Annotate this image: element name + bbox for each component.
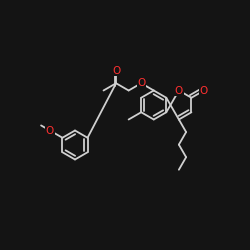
Text: O: O <box>200 86 208 96</box>
Text: O: O <box>46 126 54 136</box>
Text: O: O <box>175 86 183 96</box>
Text: O: O <box>112 66 120 76</box>
Text: O: O <box>137 78 145 88</box>
